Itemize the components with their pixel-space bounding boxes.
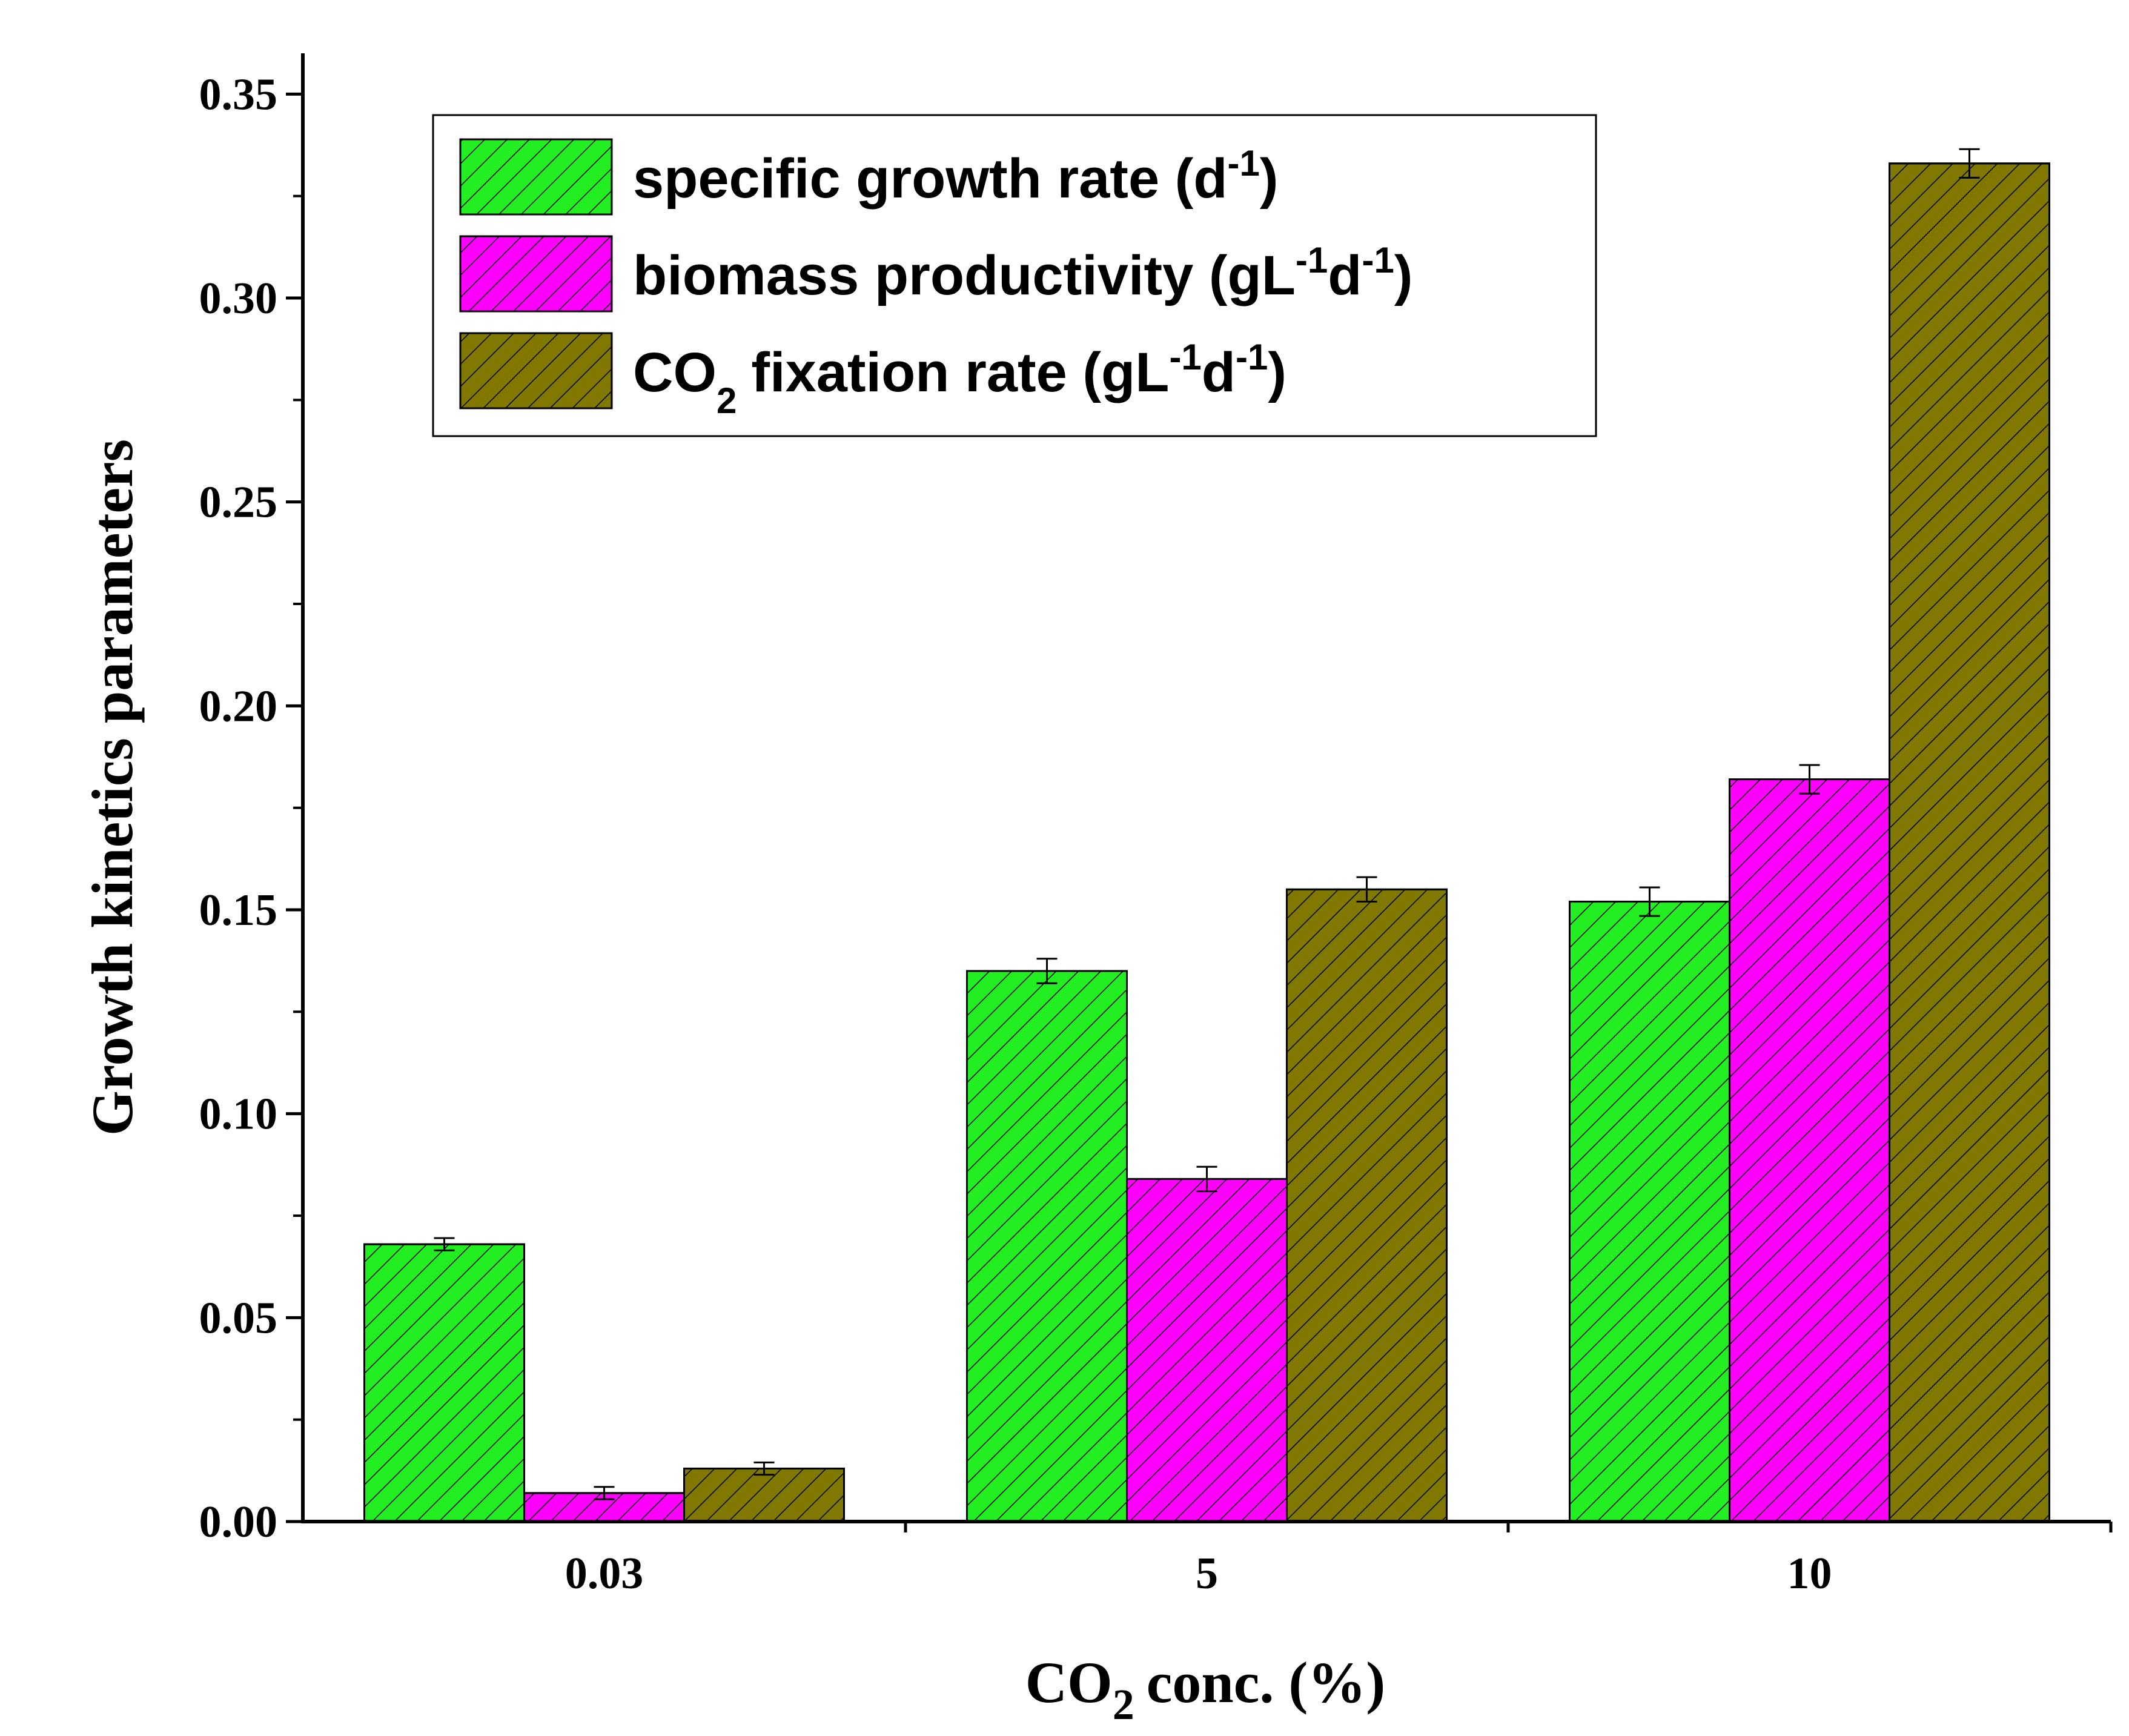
- x-tick-label: 5: [1196, 1549, 1218, 1599]
- error-bar-specific-growth-rate-5: [1036, 958, 1058, 984]
- y-tick-label: 0.15: [199, 886, 278, 935]
- legend-item-specific-growth-rate: specific growth rate (d-1): [459, 138, 1279, 216]
- error-bar-co2-fixation-rate-0-03: [753, 1461, 775, 1476]
- bar-hatch: [1889, 162, 2050, 1523]
- y-tick-label: 0.00: [199, 1497, 278, 1547]
- legend-frame: [432, 114, 1597, 437]
- bar-hatch: [363, 1243, 525, 1523]
- x-axis-title: CO2 conc. (%): [1025, 1650, 1386, 1729]
- bars-layer: [363, 162, 2050, 1523]
- legend-swatch-hatch: [459, 332, 613, 409]
- y-tick-label: 0.10: [199, 1090, 278, 1139]
- error-bar-co2-fixation-rate-5: [1356, 876, 1377, 903]
- bar-hatch: [1126, 1178, 1288, 1523]
- bar-hatch: [1569, 901, 1730, 1523]
- error-bar-specific-growth-rate-10: [1639, 886, 1660, 917]
- legend: specific growth rate (d-1) biomass produ…: [432, 114, 1597, 437]
- legend-item-co2-fixation-rate: CO2 fixation rate (gL-1d-1): [459, 332, 1286, 421]
- x-tick-label: 0.03: [565, 1549, 644, 1599]
- bar-hatch: [1729, 778, 1890, 1523]
- legend-swatch-hatch: [459, 138, 613, 216]
- legend-item-biomass-productivity: biomass productivity (gL-1d-1): [459, 235, 1412, 313]
- error-bars-layer: [434, 148, 1980, 1500]
- x-tick-label: 10: [1787, 1549, 1832, 1599]
- y-axis-title: Growth kinetics parameters: [80, 439, 145, 1136]
- bar-hatch: [683, 1467, 845, 1523]
- legend-swatch-hatch: [459, 235, 613, 313]
- error-bar-biomass-productivity-5: [1196, 1165, 1217, 1193]
- legend-label-co2-fixation-rate: CO2 fixation rate (gL-1d-1): [633, 337, 1286, 421]
- y-tick-label: 0.20: [199, 681, 278, 731]
- error-bar-biomass-productivity-0-03: [594, 1486, 615, 1500]
- y-tick-label: 0.05: [199, 1293, 278, 1343]
- bar-hatch: [966, 970, 1128, 1523]
- y-tick-label: 0.25: [199, 478, 278, 528]
- error-bar-biomass-productivity-10: [1799, 764, 1820, 795]
- bar-hatch: [1286, 888, 1448, 1523]
- legend-label-biomass-productivity: biomass productivity (gL-1d-1): [633, 240, 1412, 306]
- legend-label-specific-growth-rate: specific growth rate (d-1): [633, 143, 1279, 210]
- y-tick-label: 0.30: [199, 274, 278, 323]
- y-ticks: 0.00 0.05 0.10 0.15 0.20 0.25 0.30 0.35: [199, 70, 303, 1547]
- error-bar-co2-fixation-rate-10: [1959, 148, 1980, 179]
- error-bar-specific-growth-rate-0-03: [434, 1237, 455, 1251]
- y-tick-label: 0.35: [199, 70, 278, 119]
- x-ticks: 0.03 5 10: [565, 1522, 2113, 1599]
